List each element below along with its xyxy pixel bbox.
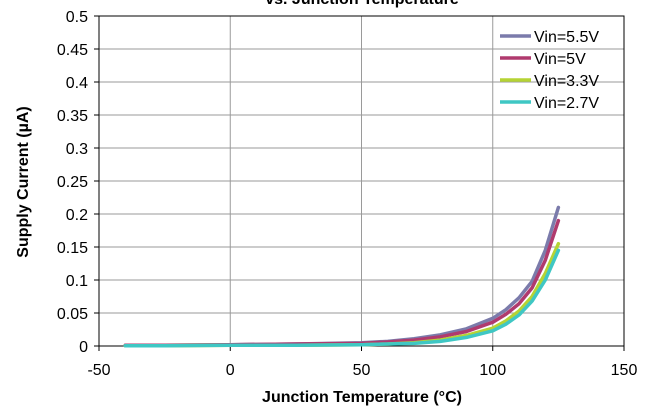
series-lines — [123, 205, 561, 348]
y-tick-label: 0.2 — [66, 207, 88, 224]
x-tick-label: 100 — [479, 362, 506, 379]
x-tick-label: 0 — [226, 362, 235, 379]
legend-label: Vin=5.5V — [534, 29, 599, 46]
legend: Vin=5.5V Vin=5V Vin=3.3V Vin=2.7V — [500, 29, 599, 112]
x-tick-label: 50 — [353, 362, 371, 379]
y-tick-label: 0.45 — [57, 42, 88, 59]
y-tick-label: 0 — [79, 339, 88, 356]
legend-label: Vin=3.3V — [534, 73, 599, 90]
y-tick-label: 0.1 — [66, 273, 88, 290]
series-line-vin-5-5v — [123, 205, 561, 348]
x-axis-ticks: -50 0 50 100 150 — [87, 346, 637, 379]
chart-title: vs. Junction Temperature — [265, 0, 459, 8]
y-axis-title: Supply Current (µA) — [15, 106, 32, 257]
y-tick-label: 0.25 — [57, 174, 88, 191]
y-tick-label: 0.3 — [66, 141, 88, 158]
y-tick-label: 0.15 — [57, 240, 88, 257]
y-axis-ticks: 0 0.05 0.1 0.15 0.2 0.25 0.3 0.35 0.4 0.45 0.5 — [57, 9, 99, 356]
grid — [99, 16, 624, 346]
y-tick-label: 0.4 — [66, 75, 88, 92]
x-axis-title: Junction Temperature (°C) — [262, 389, 462, 406]
y-tick-label: 0.35 — [57, 108, 88, 125]
x-tick-label: 150 — [611, 362, 638, 379]
x-tick-label: -50 — [87, 362, 110, 379]
legend-label: Vin=5V — [534, 51, 586, 68]
y-tick-label: 0.05 — [57, 306, 88, 323]
legend-label: Vin=2.7V — [534, 95, 599, 112]
series-line-vin-2-7v — [123, 248, 561, 348]
y-tick-label: 0.5 — [66, 9, 88, 26]
